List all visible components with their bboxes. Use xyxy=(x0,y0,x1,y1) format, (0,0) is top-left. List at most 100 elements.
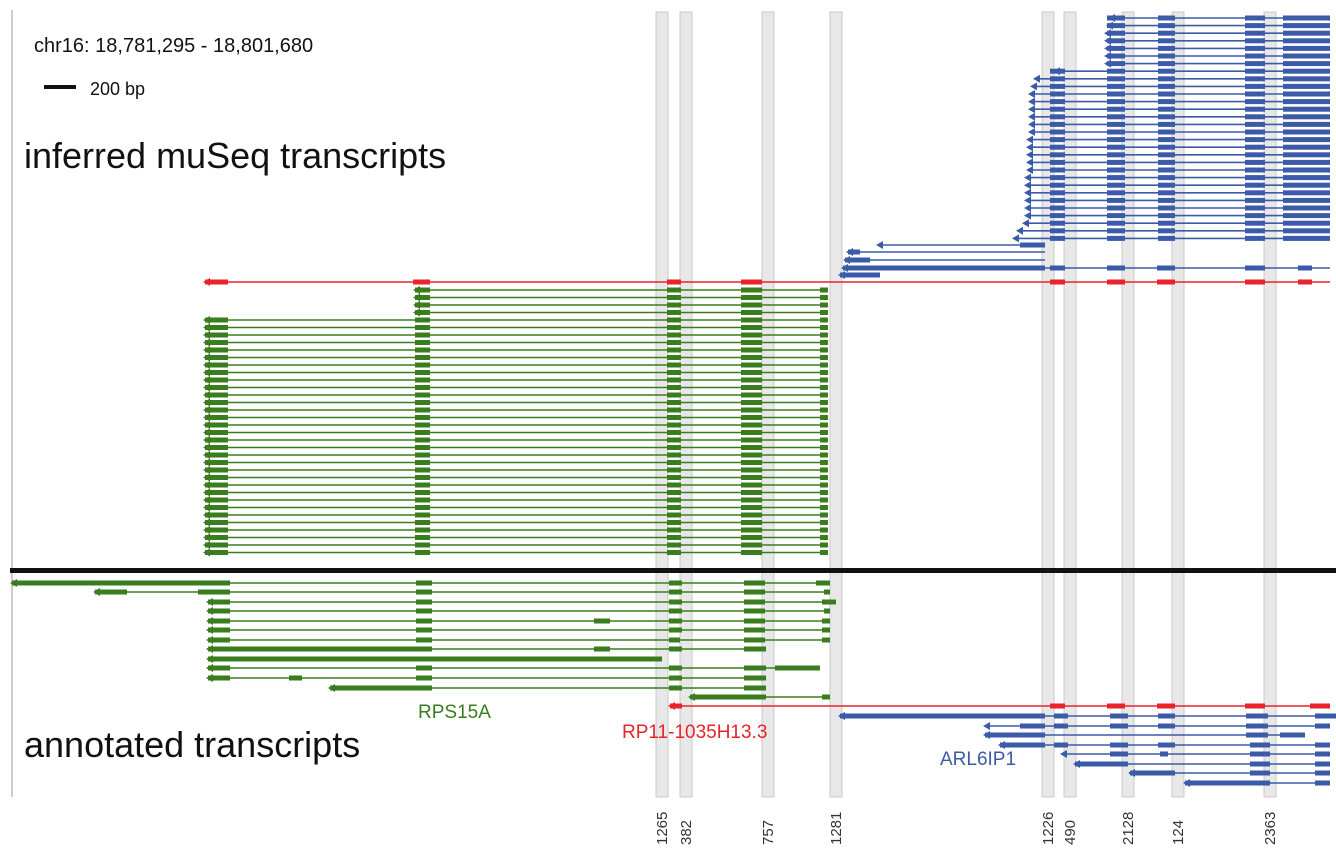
exon xyxy=(816,580,830,586)
exon xyxy=(1283,205,1330,211)
junction-count: 1281 xyxy=(828,812,845,845)
exon xyxy=(1245,38,1265,44)
exon xyxy=(1158,228,1175,234)
strand-arrow xyxy=(1128,769,1135,777)
section-title: annotated transcripts xyxy=(24,724,360,765)
exon xyxy=(1245,129,1265,135)
exon xyxy=(1246,713,1268,719)
strand-arrow xyxy=(206,607,213,615)
exon xyxy=(1283,23,1330,29)
exon xyxy=(1107,167,1125,173)
exon xyxy=(840,272,880,278)
exon xyxy=(1283,83,1330,89)
strand-arrow xyxy=(203,511,210,519)
exon xyxy=(415,550,430,555)
exon xyxy=(1050,235,1065,241)
exon xyxy=(669,685,682,691)
exon xyxy=(1157,265,1175,271)
exon xyxy=(744,675,766,681)
exon xyxy=(667,535,681,540)
strand-arrow xyxy=(203,316,210,324)
exon xyxy=(415,362,430,368)
exon xyxy=(1050,137,1065,143)
exon xyxy=(667,392,681,398)
strand-arrow xyxy=(203,278,210,286)
exon xyxy=(741,325,762,330)
exon xyxy=(205,385,228,390)
strand-arrow xyxy=(328,684,335,692)
strand-arrow xyxy=(1060,750,1067,758)
exon xyxy=(667,340,681,345)
strand-arrow xyxy=(1026,158,1033,167)
exon xyxy=(1250,742,1270,748)
strand-arrow xyxy=(1024,204,1031,212)
strand-arrow xyxy=(843,256,850,264)
exon xyxy=(415,512,430,518)
exon xyxy=(667,467,681,473)
exon xyxy=(744,599,765,605)
exon xyxy=(415,422,430,428)
strand-arrow xyxy=(203,391,210,399)
junction-count: 124 xyxy=(1170,820,1187,845)
exon xyxy=(1245,167,1265,173)
strand-arrow xyxy=(876,241,883,249)
exon xyxy=(1158,61,1175,67)
exon xyxy=(820,535,828,540)
exon xyxy=(1245,182,1265,188)
exon xyxy=(1130,770,1175,776)
strand-arrow xyxy=(203,398,210,407)
exon xyxy=(820,415,828,420)
exon xyxy=(1050,228,1065,234)
exon xyxy=(741,475,762,480)
exon xyxy=(824,589,830,595)
exon xyxy=(1050,182,1065,188)
exon xyxy=(741,347,762,353)
exon xyxy=(741,332,762,338)
exon xyxy=(1050,152,1065,158)
exon xyxy=(1107,53,1125,59)
exon xyxy=(667,310,681,315)
strand-arrow xyxy=(206,626,213,634)
exon xyxy=(820,512,828,518)
exon xyxy=(413,279,430,285)
exon xyxy=(205,505,228,510)
exon xyxy=(820,467,828,473)
exon xyxy=(1245,235,1265,241)
strand-arrow xyxy=(203,451,210,459)
strand-arrow xyxy=(203,428,210,437)
exon xyxy=(208,646,432,652)
exon xyxy=(820,475,828,480)
exon xyxy=(1050,175,1065,181)
strand-arrow xyxy=(203,541,210,549)
exon xyxy=(205,392,228,398)
junction-column xyxy=(829,11,843,798)
exon xyxy=(415,542,430,548)
exon xyxy=(669,608,682,614)
exon xyxy=(667,362,681,368)
exon xyxy=(1158,175,1175,181)
strand-arrow xyxy=(206,664,213,672)
exon xyxy=(741,385,762,390)
exon xyxy=(1158,23,1175,29)
exon xyxy=(1107,76,1125,82)
exon xyxy=(415,407,430,413)
exon xyxy=(1050,106,1065,112)
exon xyxy=(667,490,681,495)
exon xyxy=(1158,106,1175,112)
exon xyxy=(1283,38,1330,44)
exon xyxy=(1158,713,1175,719)
exon xyxy=(330,685,432,691)
exon xyxy=(1054,723,1068,729)
exon xyxy=(741,460,762,465)
exon xyxy=(415,467,430,473)
exon xyxy=(669,618,682,624)
exon xyxy=(1050,279,1065,285)
exon xyxy=(1158,144,1175,150)
exon xyxy=(820,355,828,360)
exon xyxy=(1107,703,1125,709)
exon xyxy=(1107,220,1125,226)
strand-arrow xyxy=(206,617,213,625)
exon xyxy=(741,482,762,488)
exon xyxy=(669,665,682,671)
exon xyxy=(1283,61,1330,67)
